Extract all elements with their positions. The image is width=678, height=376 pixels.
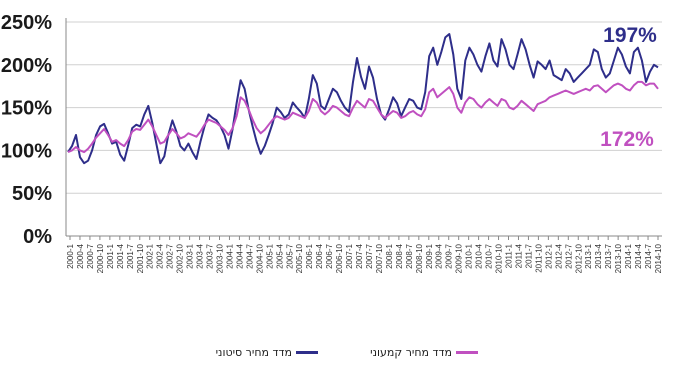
- x-tick-label: 2013-7: [604, 243, 613, 268]
- x-tick-label: 2005-1: [265, 243, 274, 268]
- x-tick-label: 2014-4: [634, 243, 643, 268]
- x-tick-label: 2012-4: [554, 243, 563, 268]
- x-tick-label: 2000-4: [76, 243, 85, 268]
- x-tick-label: 2001-10: [136, 243, 145, 273]
- x-tick-label: 2004-1: [225, 243, 234, 268]
- legend-item-retail: מדד מחיר קמעוני: [370, 346, 478, 359]
- end-label-retail: 172%: [600, 128, 654, 151]
- x-tick-label: 2003-1: [186, 243, 195, 268]
- x-tick-label: 2005-10: [295, 243, 304, 273]
- x-tick-label: 2008-1: [385, 243, 394, 268]
- x-tick-label: 2013-1: [584, 243, 593, 268]
- x-tick-label: 2009-4: [435, 243, 444, 268]
- x-tick-label: 2007-4: [355, 243, 364, 268]
- x-tick-label: 2010-1: [465, 243, 474, 268]
- x-tick-label: 2006-7: [325, 243, 334, 268]
- x-tick-label: 2014-10: [654, 243, 663, 273]
- axes: [65, 18, 662, 237]
- y-tick-label: 50%: [12, 183, 52, 205]
- x-tick-label: 2012-7: [564, 243, 573, 268]
- x-tick-label: 2002-1: [146, 243, 155, 268]
- x-tick-label: 2009-1: [425, 243, 434, 268]
- x-tick-label: 2011-10: [534, 243, 543, 272]
- x-tick-label: 2011-1: [505, 243, 514, 268]
- legend-swatch-retail: [456, 351, 478, 354]
- x-tick-label: 2009-7: [445, 243, 454, 268]
- x-tick-label: 2006-4: [315, 243, 324, 268]
- legend: מדד מחיר סיטוני מדד מחיר קמעוני: [178, 344, 478, 368]
- x-tick-label: 2013-4: [594, 243, 603, 268]
- x-tick-label: 2002-4: [156, 243, 165, 268]
- line-chart: 0% 50% 100% 150% 200% 250% 2000-1 2000-4 2000-7…: [1, 12, 663, 273]
- x-tick-label: 2005-4: [275, 243, 284, 268]
- y-tick-label: 0%: [23, 226, 52, 248]
- x-tick-label: 2012-1: [544, 243, 553, 268]
- end-label-wholesale: 197%: [603, 24, 657, 47]
- x-tick-label: 2013-10: [614, 243, 623, 273]
- x-axis-ticks: 2000-1 2000-4 2000-7 2000-10 2001-1 2001-4 200…: [66, 236, 663, 273]
- x-tick-label: 2002-7: [166, 243, 175, 268]
- series-lines: [67, 33, 659, 165]
- x-tick-label: 2011-4: [514, 243, 523, 268]
- legend-item-wholesale: מדד מחיר סיטוני: [216, 346, 318, 359]
- x-tick-label: 2008-4: [395, 243, 404, 268]
- x-tick-label: 2012-10: [574, 243, 583, 273]
- x-tick-label: 2003-4: [196, 243, 205, 268]
- x-tick-label: 2006-10: [335, 243, 344, 273]
- x-tick-label: 2000-7: [86, 243, 95, 268]
- x-tick-label: 2014-1: [624, 243, 633, 268]
- x-tick-label: 2004-4: [235, 243, 244, 268]
- legend-label-retail: מדד מחיר קמעוני: [370, 346, 452, 359]
- x-tick-label: 2000-1: [66, 243, 75, 268]
- y-tick-label: 100%: [1, 140, 52, 162]
- x-tick-label: 2006-1: [305, 243, 314, 268]
- series-line-0: [67, 33, 659, 165]
- x-tick-label: 2008-10: [415, 243, 424, 273]
- y-tick-label: 200%: [1, 55, 52, 77]
- x-tick-label: 2001-1: [106, 243, 115, 268]
- y-tick-label: 250%: [1, 12, 52, 34]
- x-tick-label: 2014-7: [644, 243, 653, 268]
- x-tick-label: 2001-7: [126, 243, 135, 268]
- legend-label-wholesale: מדד מחיר סיטוני: [215, 346, 292, 359]
- x-tick-label: 2007-1: [345, 243, 354, 268]
- x-tick-label: 2008-7: [405, 243, 414, 268]
- x-tick-label: 2001-4: [116, 243, 125, 268]
- legend-swatch-wholesale: [296, 351, 318, 354]
- x-tick-label: 2003-10: [215, 243, 224, 273]
- x-tick-label: 2009-10: [455, 243, 464, 273]
- x-tick-label: 2000-10: [96, 243, 105, 273]
- y-axis-ticks: 0% 50% 100% 150% 200% 250%: [1, 12, 52, 248]
- x-tick-label: 2004-7: [245, 243, 254, 268]
- x-tick-label: 2010-4: [475, 243, 484, 268]
- x-tick-label: 2002-10: [176, 243, 185, 273]
- x-tick-label: 2003-7: [206, 243, 215, 268]
- end-labels: 197% 172%: [600, 24, 657, 151]
- x-tick-label: 2004-10: [255, 243, 264, 273]
- x-tick-label: 2011-7: [524, 243, 533, 268]
- x-tick-label: 2005-7: [285, 243, 294, 268]
- series-line-1: [67, 80, 659, 154]
- x-tick-label: 2007-7: [365, 243, 374, 268]
- y-tick-label: 150%: [1, 98, 52, 120]
- x-tick-label: 2010-10: [495, 243, 504, 273]
- x-tick-label: 2010-7: [485, 243, 494, 268]
- x-tick-label: 2007-10: [375, 243, 384, 273]
